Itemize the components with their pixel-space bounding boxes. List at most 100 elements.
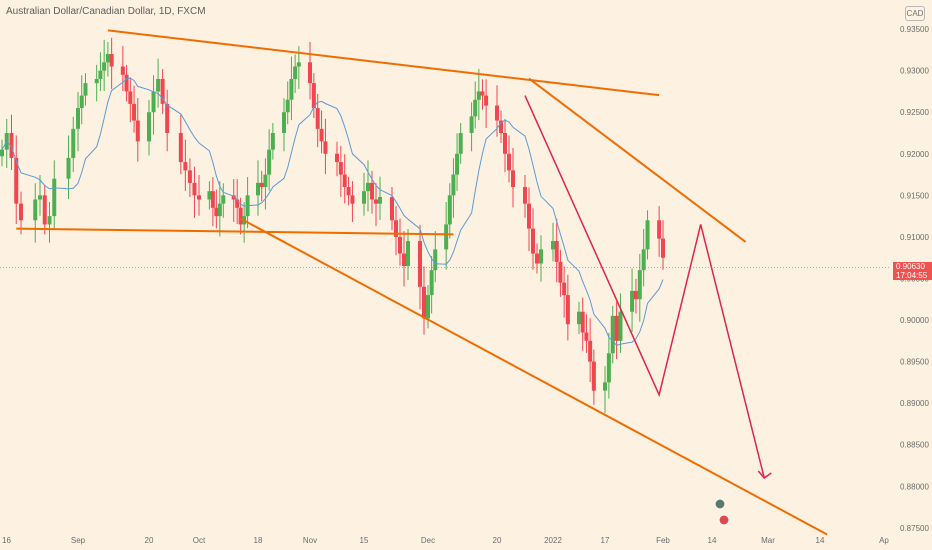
candle-body [402, 253, 406, 266]
candle-body [606, 353, 611, 383]
candle-body [311, 83, 316, 109]
candle-body [38, 195, 42, 200]
candle-body [633, 290, 638, 300]
candle-body [83, 83, 88, 96]
candle-body [398, 236, 402, 254]
x-tick-label: 20 [493, 536, 502, 545]
candle-body [507, 153, 511, 171]
candle-body [270, 133, 275, 150]
chart-title: Australian Dollar/Canadian Dollar, 1D, F… [6, 6, 206, 17]
candle-body [426, 295, 430, 319]
candle-body [645, 220, 650, 250]
candle-body [458, 133, 463, 154]
x-tick-label: 15 [360, 536, 369, 545]
x-tick-label: 2022 [544, 536, 562, 545]
candle-body [374, 199, 378, 204]
candle-body [165, 103, 170, 133]
candle-body [47, 216, 52, 225]
candle-body [105, 54, 110, 63]
y-tick-label: 0.92500 [900, 108, 929, 117]
y-tick-label: 0.92000 [900, 150, 929, 159]
candle-body [511, 170, 515, 188]
x-tick-label: Ap [879, 536, 889, 545]
candle-body [147, 112, 151, 142]
candle-body [42, 195, 47, 225]
candle-body [484, 95, 489, 106]
candle-body [495, 105, 499, 121]
candle-body [378, 197, 382, 204]
trend-line [528, 77, 747, 243]
currency-badge[interactable]: CAD [905, 6, 925, 21]
candle-body [480, 91, 485, 96]
candle-body [362, 191, 366, 204]
candle-body [335, 153, 339, 163]
candle-body [19, 203, 23, 221]
y-tick-label: 0.91500 [900, 191, 929, 200]
candle-body [0, 149, 4, 157]
candle-body [554, 241, 559, 262]
candle-body [79, 95, 84, 109]
last-price-tag: 0.90630 17:04:55 [893, 261, 932, 280]
candle-body [447, 195, 452, 225]
candle-body [132, 103, 137, 121]
candle-body [192, 182, 197, 196]
candle-body [394, 220, 398, 237]
x-tick-label: 18 [254, 536, 263, 545]
candle-body [210, 191, 215, 208]
candle-body [523, 187, 527, 204]
candle-body [120, 66, 125, 75]
candle-body [630, 290, 635, 312]
candle-body [9, 133, 14, 158]
candle-body [66, 157, 71, 179]
y-tick-label: 0.88000 [900, 482, 929, 491]
candle-body [323, 141, 328, 154]
candle-body [235, 199, 240, 208]
candle-body [346, 187, 351, 196]
x-tick-label: Dec [421, 536, 435, 545]
candle-body [577, 311, 581, 325]
candle-body [231, 195, 236, 200]
x-tick-label: Nov [303, 536, 317, 545]
candle-body [342, 174, 347, 188]
projection-arrowhead [757, 470, 772, 479]
candle-body [197, 195, 201, 200]
candle-body [637, 270, 642, 300]
candle-body [433, 249, 438, 271]
candle-body [98, 70, 103, 79]
candle-body [33, 199, 38, 221]
event-marker-icon [714, 498, 726, 510]
y-tick-label: 0.89000 [900, 399, 929, 408]
y-tick-label: 0.88500 [900, 441, 929, 450]
y-tick-label: 0.91000 [900, 233, 929, 242]
candle-body [183, 162, 188, 171]
flag-marker-icon [718, 514, 730, 526]
candle-body [562, 282, 567, 296]
candle-body [217, 203, 222, 217]
trend-line [107, 29, 660, 97]
candle-body [124, 74, 129, 92]
candle-body [618, 311, 623, 341]
candle-body [71, 128, 76, 158]
x-tick-label: Sep [71, 536, 86, 545]
candle-body [406, 241, 410, 266]
x-tick-label: Oct [193, 536, 206, 545]
candle-body [531, 228, 535, 254]
y-tick-label: 0.93500 [900, 25, 929, 34]
candle-body [614, 315, 619, 341]
candle-body [156, 78, 161, 92]
candle-body [178, 133, 183, 163]
candle-body [476, 91, 481, 100]
x-tick-label: 20 [145, 536, 154, 545]
y-tick-label: 0.90000 [900, 316, 929, 325]
candle-body [580, 311, 585, 333]
trend-line [240, 217, 828, 536]
y-tick-label: 0.93000 [900, 67, 929, 76]
candle-body [187, 170, 192, 183]
candle-body [539, 249, 543, 264]
trend-line [16, 227, 454, 236]
candle-body [390, 197, 394, 221]
candle-body [256, 182, 260, 196]
candle-body [661, 238, 665, 258]
